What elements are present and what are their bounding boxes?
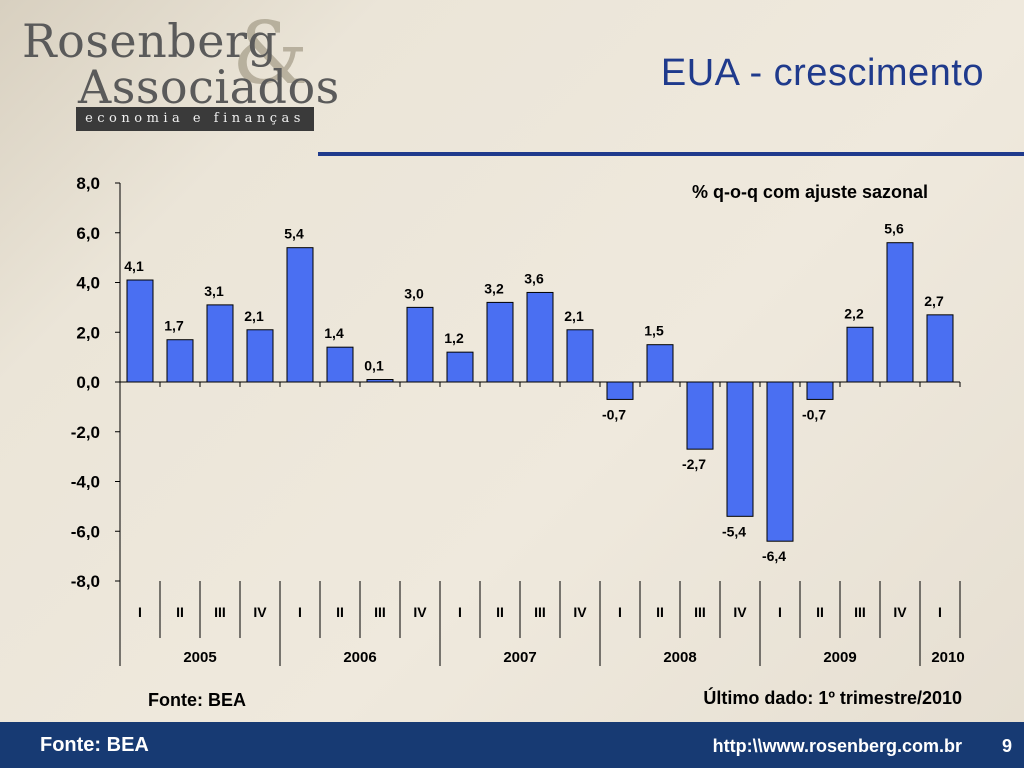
quarter-label: II: [496, 604, 504, 620]
quarter-label: I: [138, 604, 142, 620]
chart-source-note: Fonte: BEA: [148, 690, 246, 710]
quarter-label: III: [854, 604, 866, 620]
bar: [126, 279, 154, 383]
logo-tagline: economia e finanças: [76, 107, 314, 131]
bar: [526, 291, 554, 383]
bar: [566, 329, 594, 383]
data-label: 1,4: [324, 325, 344, 341]
year-label: 2007: [503, 649, 536, 666]
quarter-label: II: [816, 604, 824, 620]
year-label: 2009: [823, 649, 856, 666]
bar: [486, 301, 514, 383]
logo-wordmark: Rosenberg Associados: [22, 18, 340, 110]
quarter-label: I: [298, 604, 302, 620]
bar: [326, 346, 354, 383]
footer-bar: Fonte: BEA http:\\www.rosenberg.com.br 9: [0, 722, 1024, 768]
bars: 4,1 1,7 3,1 2,1 5,4 1,4 0,1 3,0 1,2 3,2 3,6 2,1 -0,7…: [124, 221, 954, 564]
logo-line-2: Associados: [78, 60, 340, 114]
data-label: 0,1: [364, 358, 384, 374]
logo-ampersand: &: [232, 4, 309, 104]
slide-title: EUA - crescimento: [660, 52, 984, 94]
data-label: -6,4: [762, 548, 786, 564]
quarter-label: IV: [733, 604, 747, 620]
data-label: 2,1: [244, 308, 264, 324]
quarter-label: IV: [893, 604, 907, 620]
y-tick-label: 4,0: [76, 274, 100, 293]
data-label: -0,7: [802, 406, 826, 422]
bar: [726, 381, 754, 517]
quarter-label: II: [336, 604, 344, 620]
data-label: 1,5: [644, 323, 664, 339]
quarter-label: III: [694, 604, 706, 620]
data-label: 2,1: [564, 308, 584, 324]
bar: [766, 381, 794, 542]
year-label: 2010: [931, 649, 964, 666]
quarter-label: II: [176, 604, 184, 620]
footer-source: Fonte: BEA: [40, 734, 149, 756]
year-label: 2006: [343, 649, 376, 666]
bar: [166, 339, 194, 383]
bar: [926, 314, 954, 383]
bar: [846, 326, 874, 383]
y-tick-label: 6,0: [76, 224, 100, 243]
data-label: -5,4: [722, 523, 746, 539]
quarter-label: IV: [573, 604, 587, 620]
logo-line-1: Rosenberg: [22, 14, 278, 68]
y-tick-label: -2,0: [71, 423, 100, 442]
data-label: 2,2: [844, 305, 864, 321]
data-label: 3,0: [404, 285, 424, 301]
data-label: 2,7: [924, 293, 944, 309]
data-label: -0,7: [602, 406, 626, 422]
bar: [406, 306, 434, 383]
data-label: 5,4: [284, 226, 304, 242]
quarter-label: I: [458, 604, 462, 620]
y-tick-label: -6,0: [71, 522, 100, 541]
chart-subtitle: % q-o-q com ajuste sazonal: [692, 182, 928, 202]
year-label: 2008: [663, 649, 696, 666]
quarter-label: IV: [253, 604, 267, 620]
y-tick-label: -4,0: [71, 473, 100, 492]
y-tick-label: 8,0: [76, 174, 100, 193]
data-label: 3,6: [524, 270, 544, 286]
quarter-label: I: [618, 604, 622, 620]
year-label: 2005: [183, 649, 216, 666]
quarter-label: II: [656, 604, 664, 620]
data-label: 4,1: [124, 258, 144, 274]
quarter-label: I: [938, 604, 942, 620]
footer-url-link[interactable]: http:\\www.rosenberg.com.br: [712, 736, 962, 756]
data-label: -2,7: [682, 456, 706, 472]
quarter-label: I: [778, 604, 782, 620]
bar: [686, 381, 714, 450]
last-data-note: Último dado: 1º trimestre/2010: [703, 688, 962, 708]
bar: [286, 247, 314, 383]
y-tick-label: 0,0: [76, 373, 100, 392]
data-label: 1,7: [164, 318, 184, 334]
y-tick-label: 2,0: [76, 323, 100, 342]
bar: [886, 242, 914, 383]
bar: [246, 329, 274, 383]
quarter-label: III: [214, 604, 226, 620]
y-tick-label: -8,0: [71, 572, 100, 591]
data-label: 5,6: [884, 221, 904, 237]
quarter-label: III: [374, 604, 386, 620]
x-axis: I II III IV I II III IV I II III IV I II III IV I II III IV…: [119, 381, 965, 666]
data-label: 3,2: [484, 280, 504, 296]
bar: [646, 344, 674, 383]
company-logo: & Rosenberg Associados economia e finanç…: [0, 0, 339, 150]
bar: [446, 351, 474, 383]
bar: [806, 381, 834, 400]
quarter-label: III: [534, 604, 546, 620]
page-number: 9: [1001, 736, 1012, 756]
y-axis: 8,0 6,0 4,0 2,0 0,0 -2,0 -4,0 -6,0 -8,0: [71, 174, 121, 591]
title-rule: [318, 152, 1024, 156]
quarter-label: IV: [413, 604, 427, 620]
data-label: 3,1: [204, 283, 224, 299]
data-label: 1,2: [444, 330, 464, 346]
growth-bar-chart: % q-o-q com ajuste sazonal 8,0 6,0 4,0 2,0 0…: [71, 174, 965, 666]
bar: [206, 304, 234, 383]
bar: [606, 381, 634, 400]
